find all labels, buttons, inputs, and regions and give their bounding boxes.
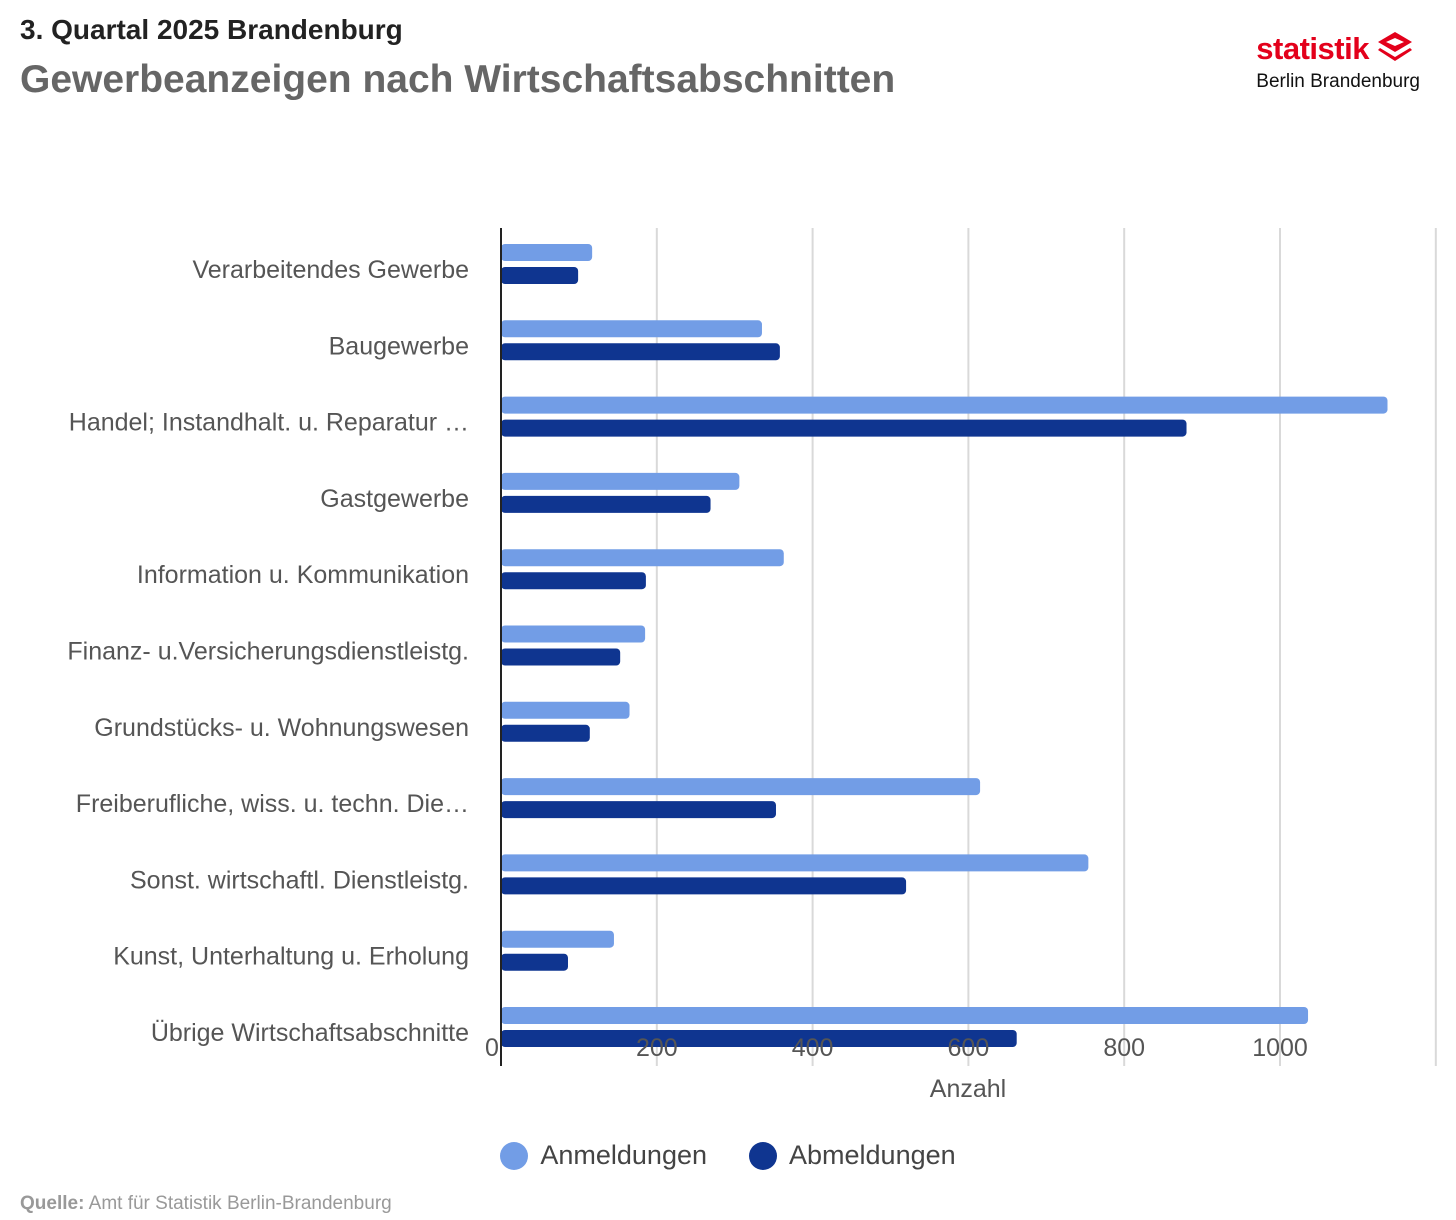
x-tick-label: 800 (1103, 1034, 1145, 1062)
category-label: Handel; Instandhalt. u. Reparatur … (69, 409, 469, 437)
bar-abmeldungen[interactable] (501, 648, 621, 666)
source-label: Quelle: (20, 1193, 85, 1214)
category-label: Baugewerbe (329, 332, 469, 360)
source-text: Amt für Statistik Berlin-Brandenburg (88, 1193, 392, 1214)
category-label: Übrige Wirtschaftsabschnitte (151, 1019, 469, 1047)
category-label: Freiberufliche, wiss. u. techn. Die… (76, 790, 469, 818)
x-tick-labels: 0 200 400 600 800 1000 (485, 1034, 1308, 1062)
x-tick-label: 0 (485, 1034, 499, 1062)
bar-anmeldungen[interactable] (501, 854, 1089, 872)
bar-abmeldungen[interactable] (501, 495, 711, 513)
legend: Anmeldungen Abmeldungen (0, 1140, 1456, 1171)
category-label: Finanz- u.Versicherungsdienstleistg. (67, 638, 469, 666)
x-axis-title: Anzahl (930, 1075, 1006, 1103)
x-tick-label: 200 (636, 1034, 678, 1062)
bar-chart: Verarbeitendes Gewerbe Baugewerbe Handel; … (67, 228, 1437, 1103)
stacked-diamond-icon (1377, 32, 1412, 61)
x-tick-label: 600 (948, 1034, 990, 1062)
source-note: Quelle: Amt für Statistik Berlin-Branden… (20, 1193, 392, 1215)
bar-anmeldungen[interactable] (501, 396, 1388, 414)
bar-abmeldungen[interactable] (501, 419, 1187, 437)
legend-label-anmeldungen: Anmeldungen (540, 1140, 707, 1170)
bar-abmeldungen[interactable] (501, 953, 568, 971)
bar-anmeldungen[interactable] (501, 1007, 1309, 1024)
bar-anmeldungen[interactable] (501, 701, 630, 719)
category-labels: Verarbeitendes Gewerbe Baugewerbe Handel; … (67, 256, 469, 1047)
bar-anmeldungen[interactable] (501, 778, 981, 796)
bar-anmeldungen[interactable] (501, 472, 740, 490)
logo-subtitle: Berlin Brandenburg (1256, 71, 1420, 92)
statistik-logo[interactable]: statistik Berlin Brandenburg (1256, 30, 1420, 93)
legend-label-abmeldungen: Abmeldungen (789, 1140, 956, 1170)
category-label: Sonst. wirtschaftl. Dienstleistg. (130, 866, 469, 894)
bar-abmeldungen[interactable] (501, 724, 590, 742)
legend-item-anmeldungen[interactable]: Anmeldungen (500, 1140, 707, 1171)
bar-anmeldungen[interactable] (501, 930, 614, 948)
legend-dot-anmeldungen (500, 1141, 529, 1170)
grid-lines (655, 228, 1437, 1066)
chart-subtitle: 3. Quartal 2025 Brandenburg (20, 14, 403, 45)
category-label: Information u. Kommunikation (137, 561, 469, 589)
category-label: Kunst, Unterhaltung u. Erholung (113, 943, 469, 971)
category-label: Gastgewerbe (320, 485, 469, 513)
bar-anmeldungen[interactable] (501, 320, 762, 338)
bar-abmeldungen[interactable] (501, 1030, 1017, 1047)
legend-dot-abmeldungen (749, 1141, 777, 1170)
x-tick-label: 400 (792, 1034, 834, 1062)
bar-abmeldungen[interactable] (501, 343, 780, 361)
category-label: Grundstücks- u. Wohnungswesen (94, 714, 469, 742)
logo-wordmark: statistik (1256, 31, 1369, 66)
bar-abmeldungen[interactable] (501, 801, 776, 819)
chart-title: Gewerbeanzeigen nach Wirtschaftsabschnit… (20, 58, 896, 101)
bar-anmeldungen[interactable] (501, 625, 646, 643)
bar-anmeldungen[interactable] (501, 549, 784, 567)
category-label: Verarbeitendes Gewerbe (192, 256, 469, 284)
bars (501, 244, 1388, 1047)
legend-item-abmeldungen[interactable]: Abmeldungen (749, 1140, 956, 1171)
x-tick-label: 1000 (1252, 1034, 1308, 1062)
bar-abmeldungen[interactable] (501, 572, 646, 590)
bar-abmeldungen[interactable] (501, 877, 907, 895)
bar-abmeldungen[interactable] (501, 267, 579, 284)
bar-anmeldungen[interactable] (501, 244, 593, 261)
